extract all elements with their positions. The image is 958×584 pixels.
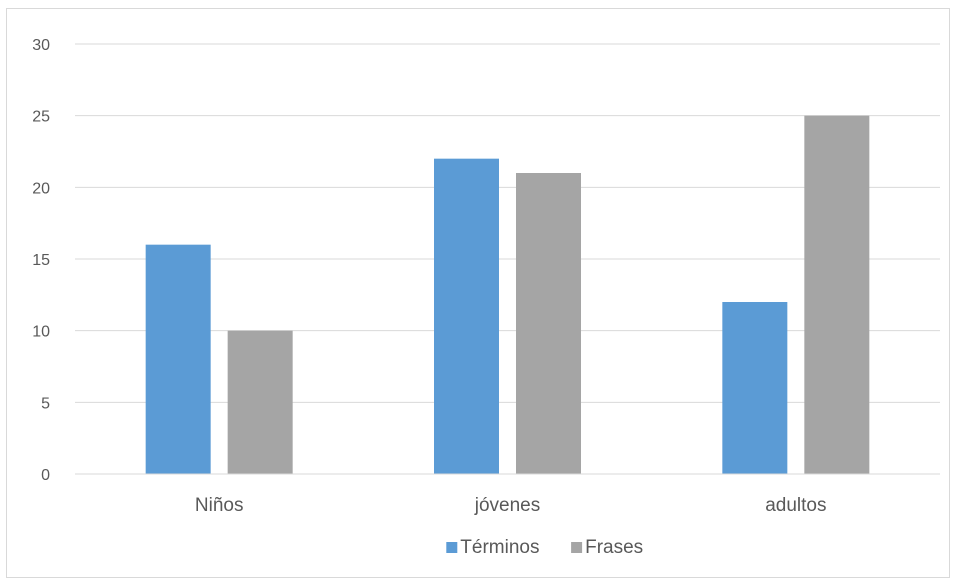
legend-swatch-1 (571, 542, 583, 553)
bars (145, 115, 870, 475)
bar-Frases-adultos (804, 115, 870, 475)
x-tick-label-2: adultos (765, 495, 826, 516)
legend-swatch-0 (446, 542, 458, 553)
bar-Frases-Niños (227, 330, 293, 474)
y-axis-tick-labels: 0 5 10 15 20 25 30 (32, 37, 50, 484)
y-tick-label-15: 15 (32, 252, 50, 269)
y-tick-label-5: 5 (41, 395, 50, 412)
x-tick-label-1: jóvenes (474, 495, 541, 516)
legend-label-1: Frases (585, 537, 643, 558)
bar-Términos-adultos (722, 302, 788, 474)
legend: Términos Frases (446, 537, 643, 558)
x-tick-label-0: Niños (195, 495, 244, 516)
legend-label-0: Términos (460, 537, 539, 558)
y-tick-label-30: 30 (32, 37, 50, 54)
x-axis-category-labels: Niños jóvenes adultos (195, 495, 827, 516)
y-tick-label-25: 25 (32, 109, 50, 126)
y-tick-label-20: 20 (32, 180, 50, 197)
bar-Términos-jóvenes (434, 158, 499, 474)
y-tick-label-0: 0 (41, 467, 50, 484)
gridlines (75, 43, 940, 403)
bar-Frases-jóvenes (516, 173, 581, 474)
y-tick-label-10: 10 (32, 324, 50, 341)
bar-Términos-Niños (145, 244, 211, 474)
